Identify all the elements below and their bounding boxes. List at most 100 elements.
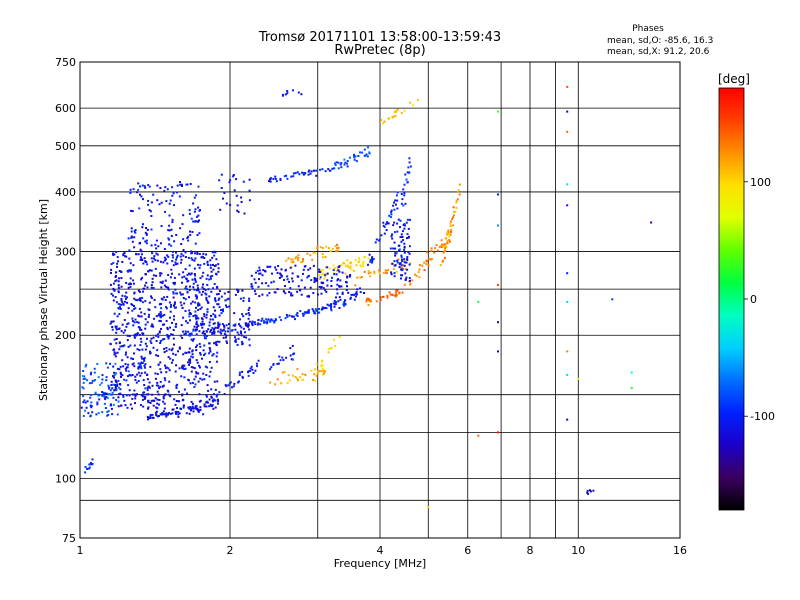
data-point xyxy=(146,321,149,324)
data-point xyxy=(357,155,360,157)
data-point xyxy=(101,374,104,377)
data-point xyxy=(155,410,158,413)
phase-stats-o: mean, sd,O: -85.6, 16.3 xyxy=(607,36,713,46)
data-point xyxy=(214,406,217,409)
data-point xyxy=(247,309,250,311)
data-point xyxy=(90,405,93,407)
data-point xyxy=(247,325,250,328)
data-point xyxy=(249,370,252,373)
data-point xyxy=(139,256,142,259)
data-point xyxy=(330,307,332,310)
data-point xyxy=(403,246,406,249)
data-point xyxy=(208,361,211,363)
data-point xyxy=(198,303,201,306)
data-point xyxy=(348,275,351,278)
data-point xyxy=(220,312,223,315)
data-point xyxy=(354,284,357,287)
data-point xyxy=(134,318,137,321)
data-point xyxy=(139,297,142,300)
data-point xyxy=(337,269,340,272)
data-point xyxy=(275,268,278,271)
data-point xyxy=(195,371,198,374)
data-point xyxy=(276,378,279,381)
data-point xyxy=(312,378,315,381)
data-point xyxy=(211,333,214,336)
data-point xyxy=(108,386,111,389)
data-point xyxy=(146,337,148,340)
data-point xyxy=(194,406,197,409)
data-point xyxy=(143,395,146,398)
data-point xyxy=(155,334,158,337)
data-point xyxy=(172,352,175,355)
data-point xyxy=(205,296,208,299)
data-point xyxy=(396,199,399,202)
data-point xyxy=(216,303,219,306)
data-point xyxy=(398,292,401,295)
data-point xyxy=(163,351,166,354)
data-point xyxy=(197,380,200,383)
data-point xyxy=(151,251,153,254)
data-point xyxy=(443,249,446,252)
data-point xyxy=(321,367,324,370)
data-point xyxy=(412,104,415,107)
data-point xyxy=(209,403,212,406)
data-point xyxy=(121,323,124,326)
data-point xyxy=(449,222,452,225)
data-point xyxy=(143,257,146,260)
data-point xyxy=(359,151,361,154)
data-point xyxy=(148,309,151,311)
data-point xyxy=(201,286,204,289)
data-point xyxy=(336,292,339,295)
data-point xyxy=(172,337,175,340)
data-point xyxy=(188,333,191,335)
data-point xyxy=(187,235,190,238)
data-point xyxy=(216,286,219,289)
data-point xyxy=(318,311,321,314)
data-point xyxy=(165,412,168,415)
data-point xyxy=(325,245,328,248)
data-point xyxy=(166,188,169,191)
data-point xyxy=(349,265,352,268)
data-point xyxy=(134,333,137,336)
data-point xyxy=(288,280,290,283)
data-point xyxy=(316,372,319,375)
data-point xyxy=(269,177,272,180)
data-point xyxy=(408,277,411,280)
data-point xyxy=(314,368,317,371)
data-point xyxy=(278,355,281,358)
data-point xyxy=(176,383,179,386)
data-point xyxy=(318,285,321,288)
data-point xyxy=(452,216,455,219)
data-point xyxy=(223,324,225,327)
data-point xyxy=(382,271,385,274)
data-point xyxy=(125,297,127,300)
data-point xyxy=(449,231,452,233)
colorbar-tick-label: 0 xyxy=(750,293,757,306)
data-point xyxy=(117,260,120,263)
data-point xyxy=(365,153,368,156)
data-point xyxy=(120,277,123,279)
data-point xyxy=(297,257,300,260)
data-point xyxy=(144,363,147,366)
data-point xyxy=(320,292,323,295)
data-point xyxy=(232,324,235,327)
data-point xyxy=(334,162,336,165)
data-point xyxy=(148,381,151,384)
data-point xyxy=(160,286,163,289)
data-point xyxy=(240,334,243,337)
data-point xyxy=(84,377,87,380)
data-point xyxy=(118,327,121,330)
data-point xyxy=(113,371,116,374)
data-point xyxy=(140,372,143,375)
data-point xyxy=(139,374,142,377)
data-point xyxy=(193,259,196,262)
data-point xyxy=(337,249,340,252)
data-point xyxy=(237,289,240,292)
data-point xyxy=(320,370,323,373)
data-point xyxy=(191,339,194,342)
data-point xyxy=(178,347,181,350)
data-point xyxy=(301,171,304,174)
data-point xyxy=(356,276,359,279)
y-tick-label: 100 xyxy=(55,473,76,486)
data-point xyxy=(187,378,190,381)
